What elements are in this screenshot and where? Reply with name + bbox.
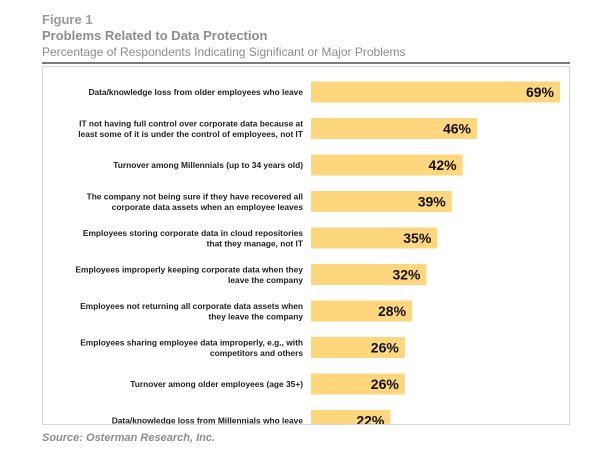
bar-value-label: 26% [371,376,400,392]
bar-value-label: 35% [403,230,432,246]
bar-value-label: 32% [392,267,421,283]
bar [311,227,438,249]
category-label: Employees sharing employee data improper… [80,337,303,358]
bar [311,191,452,212]
figure-label: Figure 1 [42,12,93,27]
bar [311,264,427,285]
bar [311,373,405,395]
bar [311,154,463,176]
bar-value-label: 42% [429,157,458,173]
bar-value-label: 28% [378,303,407,319]
bar [311,337,405,358]
category-label: Employees improperly keeping corporate d… [75,264,303,285]
bar-value-label: 26% [371,340,400,356]
bar [311,300,413,322]
bar-value-label: 46% [443,121,472,137]
source-note: Source: Osterman Research, Inc. [42,432,216,444]
category-label: IT not having full control over corporat… [78,118,304,139]
category-label: The company not being sure if they have … [87,191,304,212]
chart-subtitle: Percentage of Respondents Indicating Sig… [42,45,406,59]
category-label: Turnover among Millennials (up to 34 yea… [113,160,303,170]
bar-value-label: 69% [526,84,555,100]
plot-area: 69% Data/knowledge loss from older employ… [42,66,570,425]
chart-title: Problems Related to Data Protection [42,28,268,43]
bar [311,118,477,139]
category-label: Data/knowledge loss from older employees… [88,87,303,97]
category-label: Data/knowledge loss from Millennials who… [112,416,304,425]
bar-value-label: 39% [418,194,447,210]
bar [311,410,391,424]
category-label: Employees storing corporate data in clou… [83,228,304,249]
bar-value-label: 22% [356,413,385,425]
title-rule [42,62,570,64]
bar-chart: 69% Data/knowledge loss from older employ… [75,81,560,425]
category-label: Turnover among older employees (age 35+) [130,379,303,389]
category-label: Employees not returning all corporate da… [80,301,303,322]
bar [311,81,560,103]
